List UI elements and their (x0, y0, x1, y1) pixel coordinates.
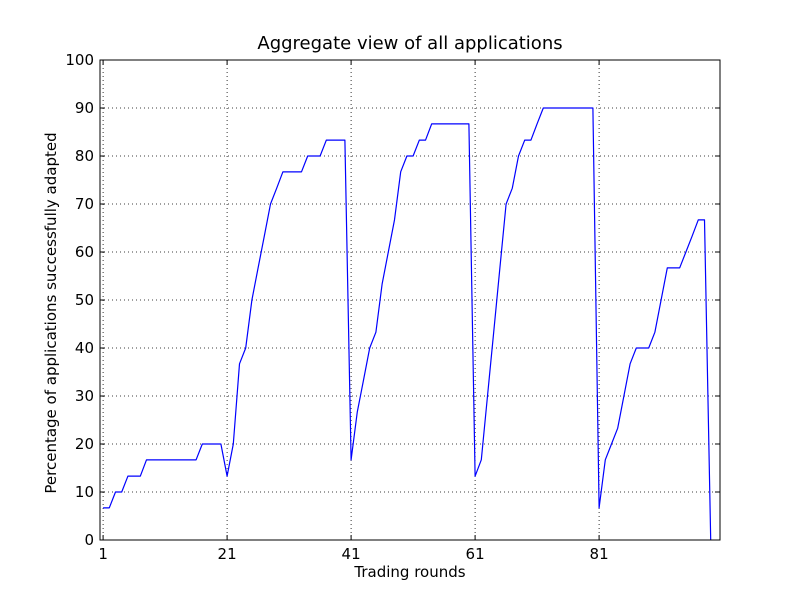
y-tick-label: 80 (75, 147, 94, 165)
plot-frame (99, 59, 721, 541)
y-tick-label: 10 (75, 483, 94, 501)
x-tick-label: 41 (342, 545, 361, 563)
chart-title: Aggregate view of all applications (257, 33, 562, 54)
series-line (103, 107, 712, 541)
x-tick-label: 1 (98, 545, 108, 563)
x-axis-title: Trading rounds (353, 563, 465, 581)
y-tick-label: 30 (75, 387, 94, 405)
x-tick-label: 21 (218, 545, 237, 563)
y-axis-title: Percentage of applications successfully … (42, 132, 60, 493)
x-tick-label: 61 (466, 545, 485, 563)
y-tick-label: 70 (75, 195, 94, 213)
y-tick-label: 90 (75, 99, 94, 117)
x-tick-label: 81 (590, 545, 609, 563)
y-tick-label: 20 (75, 435, 94, 453)
axis-ticks (100, 59, 720, 541)
y-tick-label: 40 (75, 339, 94, 357)
y-tick-label: 0 (84, 531, 94, 549)
y-tick-label: 100 (65, 51, 94, 69)
y-tick-label: 50 (75, 291, 94, 309)
grid-lines (100, 60, 720, 540)
series-layer (103, 107, 712, 541)
y-tick-label: 60 (75, 243, 94, 261)
tick-labels: 0 10 20 30 40 50 60 70 80 90 100 1 21 41 61 81 (65, 51, 608, 563)
